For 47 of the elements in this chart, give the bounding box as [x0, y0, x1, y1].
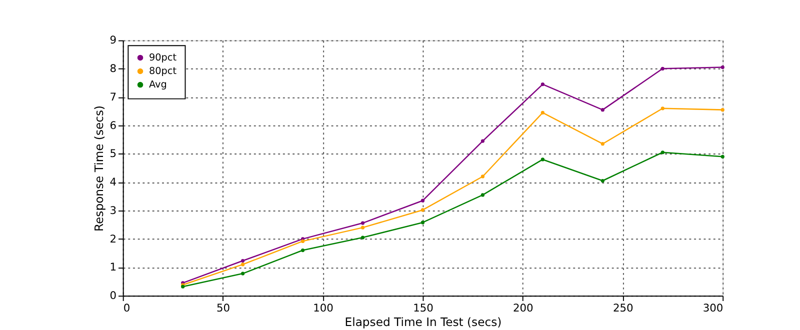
x-axis-title: Elapsed Time In Test (secs): [344, 315, 502, 330]
y-tick-label: 1: [110, 260, 117, 274]
point: [360, 226, 365, 230]
legend-label: 80pct: [148, 66, 177, 78]
point: [720, 108, 724, 112]
point: [600, 142, 604, 146]
point: [540, 158, 544, 162]
point: [360, 236, 365, 240]
point: [660, 106, 664, 110]
point: [480, 174, 485, 178]
x-tick-label: 250: [612, 302, 634, 315]
point: [660, 150, 664, 154]
y-tick-label: 3: [110, 204, 117, 217]
y-tick-label: 6: [110, 118, 117, 132]
point: [480, 139, 485, 143]
y-tick-label: 7: [110, 90, 117, 104]
point: [480, 193, 485, 197]
x-tick-label: 50: [216, 302, 230, 315]
y-tick-label: 9: [110, 34, 117, 47]
y-tick-label: 5: [110, 147, 117, 160]
point: [720, 154, 724, 158]
point: [420, 220, 425, 224]
point: [420, 208, 425, 212]
point: [360, 221, 365, 225]
point: [600, 178, 604, 183]
y-tick-label: 8: [110, 62, 117, 76]
point: [540, 82, 544, 86]
point: [240, 262, 245, 266]
x-tick-label: 300: [702, 302, 724, 315]
x-tick-label: 150: [413, 302, 434, 315]
legend-label: 90pct: [148, 52, 177, 64]
point: [240, 272, 245, 276]
legend-label: Avg: [148, 80, 167, 91]
point: [660, 66, 664, 70]
y-axis-title: Response Time (secs): [92, 105, 106, 232]
point: [420, 198, 425, 202]
x-tick-label: 0: [123, 302, 130, 315]
y-tick-label: 0: [110, 289, 117, 302]
x-tick-label: 100: [313, 302, 334, 315]
y-tick-label: 4: [110, 176, 117, 189]
point: [600, 108, 604, 112]
point: [720, 65, 724, 70]
y-tick-label: 2: [110, 232, 117, 246]
point: [300, 248, 305, 252]
point: [240, 258, 245, 263]
x-tick-label: 200: [513, 302, 534, 315]
point: [540, 110, 544, 114]
